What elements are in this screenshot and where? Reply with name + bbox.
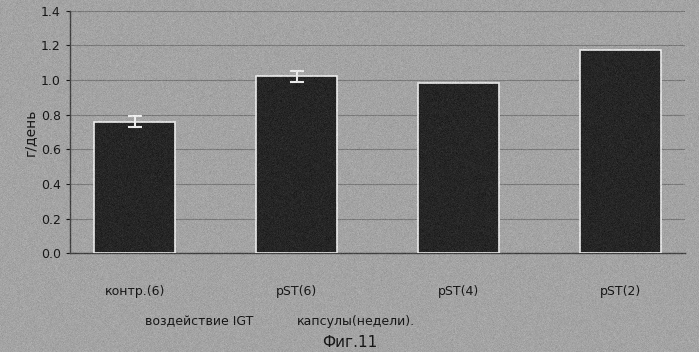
Text: Фиг.11: Фиг.11 <box>322 335 377 350</box>
Bar <box>418 83 499 253</box>
Bar <box>579 50 661 253</box>
Y-axis label: г/день: г/день <box>22 108 37 156</box>
Bar <box>94 121 175 253</box>
Text: pST(4): pST(4) <box>438 285 479 298</box>
Text: pST(2): pST(2) <box>600 285 641 298</box>
Bar <box>256 76 337 253</box>
Text: pST(6): pST(6) <box>276 285 317 298</box>
Text: воздействие IGT: воздействие IGT <box>145 315 254 328</box>
Text: контр.(6): контр.(6) <box>104 285 165 298</box>
Text: капсулы(недели).: капсулы(недели). <box>297 315 415 328</box>
